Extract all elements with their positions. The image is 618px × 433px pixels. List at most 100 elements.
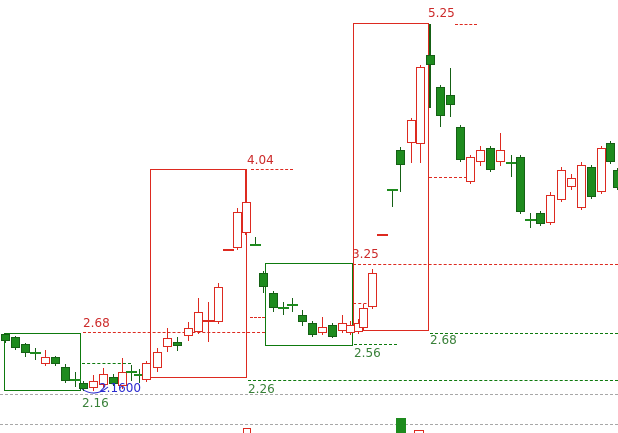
price-label: 2.56 [354,346,381,360]
dashed-level-line [248,380,618,381]
green-candle-body [298,315,307,322]
green-candle-body [51,357,60,364]
dashed-level-line [251,169,293,170]
price-label: 2.16 [82,396,109,410]
red-doji-dash [223,249,234,251]
red-hollow-candle-body [597,148,606,192]
dashed-level-line [353,303,377,304]
green-candle-body [173,342,182,346]
green-doji-dash [250,244,261,246]
red-doji-dash [203,320,214,322]
green-doji-dash [525,219,536,221]
green-candle-body [613,170,618,188]
green-candle-body [606,143,615,162]
green-candle-wick [400,147,401,192]
dashed-level-line [0,394,618,395]
red-hollow-candle-body [567,178,576,187]
green-candle-wick [139,369,140,383]
red-hollow-candle-body [118,372,127,386]
green-candle-body [259,273,268,287]
pattern-box-red [353,23,429,331]
green-candle-body [328,325,337,337]
pattern-box-green [265,263,353,346]
green-doji-dash [387,189,398,191]
red-hollow-candle-body [368,273,377,307]
green-candle-body [536,213,545,224]
green-candle-body [109,377,118,384]
pattern-box-green [4,333,81,391]
red-candle-wick [208,302,209,342]
price-label: 2.68 [430,333,457,347]
green-candle-wick [255,237,256,245]
green-doji-dash [134,374,145,376]
red-hollow-candle-body [142,363,151,380]
green-candle-body [486,148,495,170]
green-doji-dash [70,379,81,381]
green-candle-wick [450,68,451,117]
red-hollow-candle-body [416,67,425,144]
red-hollow-candle-body [89,381,98,388]
price-label: 2.68 [83,316,110,330]
dashed-level-line [0,424,618,425]
red-hollow-candle-body [99,374,108,385]
red-hollow-candle-body [466,157,475,182]
bottom-pane-green-mark [396,418,406,433]
green-candle-body [396,150,405,165]
price-label: 2.26 [248,382,275,396]
dashed-level-line [354,344,397,345]
red-hollow-candle-body [407,120,416,143]
price-label: 4.04 [247,153,274,167]
red-hollow-candle-body [476,150,485,162]
price-label: 5.25 [428,6,455,20]
green-candle-body [61,367,70,381]
green-doji-dash [30,352,41,354]
red-hollow-candle-body [233,212,242,248]
bottom-pane-red-mark [414,430,424,433]
green-candle-wick [35,348,36,360]
red-hollow-candle-body [184,328,193,336]
green-candle-body [308,323,317,335]
dashed-level-line [83,332,265,333]
red-hollow-candle-body [318,327,327,333]
red-hollow-candle-body [41,357,50,364]
dashed-level-line [250,317,265,318]
red-hollow-candle-body [214,287,223,322]
green-candle-wick [429,24,431,108]
dashed-level-line [82,363,131,364]
red-doji-dash [377,234,388,236]
green-candle-body [516,157,525,212]
red-hollow-candle-body [557,170,566,200]
green-candle-body [426,55,435,65]
red-hollow-candle-body [153,352,162,368]
red-hollow-candle-body [163,338,172,347]
green-candle-body [21,344,30,353]
price-label: 3.25 [352,247,379,261]
green-candle-wick [392,190,393,207]
bottom-pane-red-mark [243,428,251,433]
red-candle-wick [500,133,501,166]
green-candle-body [446,95,455,105]
green-candle-body [456,127,465,160]
red-hollow-candle-body [242,202,251,233]
pattern-box-red [150,169,247,378]
red-candle-wick [322,317,323,335]
red-hollow-candle-body [577,165,586,208]
green-doji-dash [126,371,137,373]
red-hollow-candle-body [496,150,505,162]
dashed-level-line [430,333,618,334]
dashed-level-line [455,24,477,25]
green-candle-body [269,293,278,308]
green-doji-dash [278,307,289,309]
green-candle-body [79,383,88,389]
dashed-level-line [429,177,472,178]
green-candle-body [1,334,10,341]
green-candle-wick [511,155,512,177]
red-hollow-candle-body [359,308,368,328]
green-candle-body [11,337,20,348]
green-doji-dash [506,162,517,164]
red-hollow-candle-body [194,312,203,332]
green-candle-body [587,167,596,197]
green-candle-body [436,87,445,116]
